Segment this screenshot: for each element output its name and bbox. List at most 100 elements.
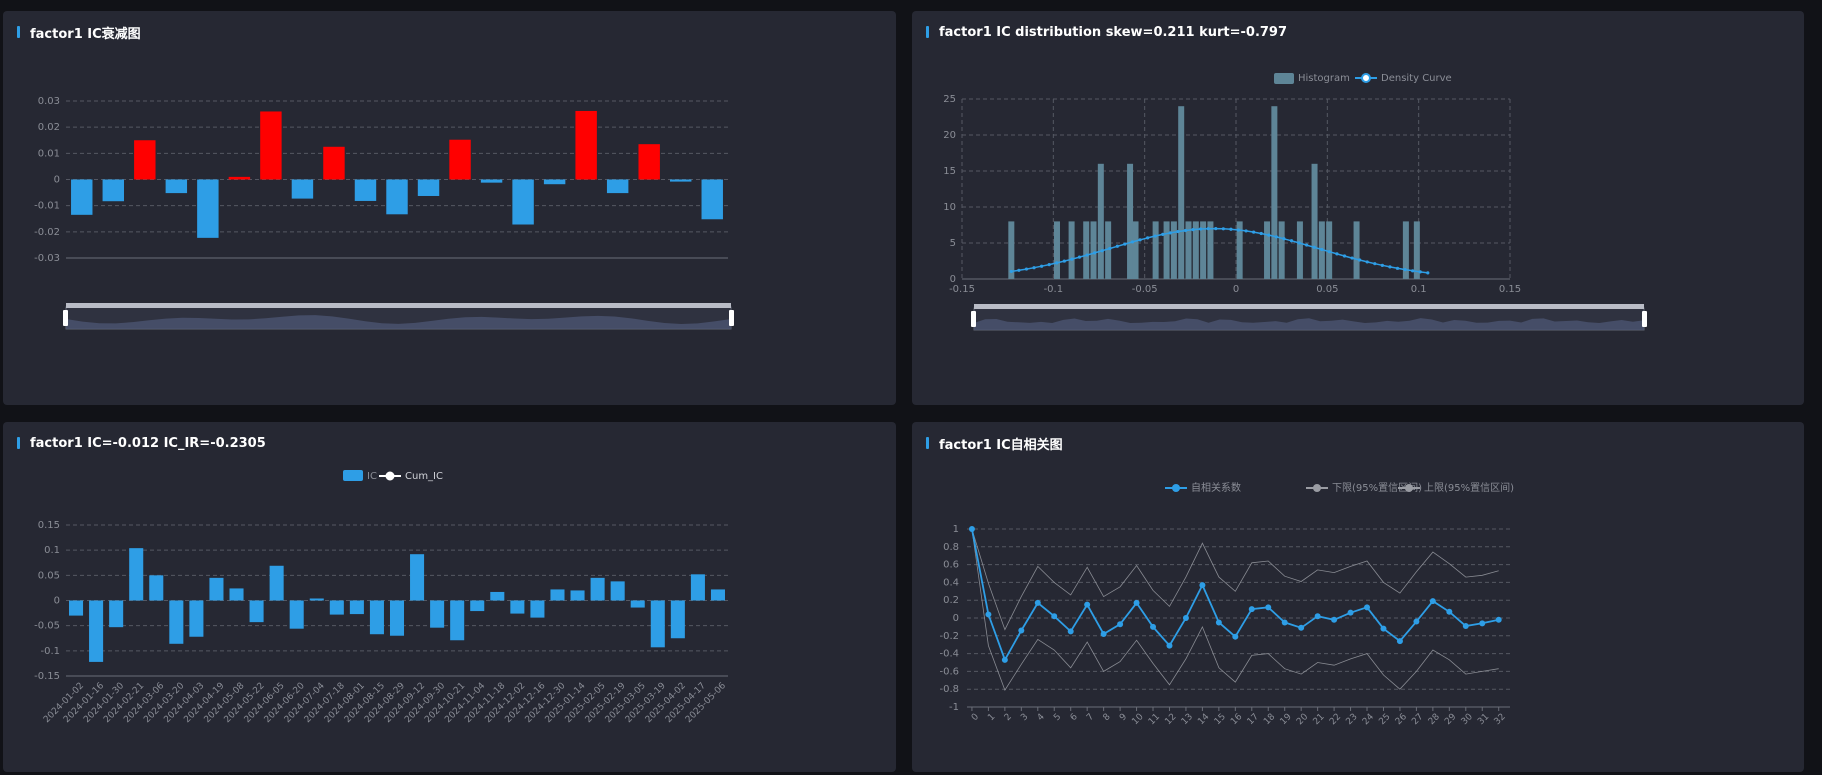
bar[interactable] xyxy=(260,111,282,180)
bar[interactable] xyxy=(289,600,304,629)
bar[interactable] xyxy=(490,591,505,601)
density-curve-point[interactable] xyxy=(1252,230,1256,234)
density-curve-point[interactable] xyxy=(1274,235,1278,239)
histogram-bar[interactable] xyxy=(1178,106,1185,279)
density-curve-point[interactable] xyxy=(1411,269,1415,273)
density-curve-point[interactable] xyxy=(1032,266,1036,270)
bar[interactable] xyxy=(197,179,219,238)
bar[interactable] xyxy=(430,600,445,628)
series-point[interactable] xyxy=(1347,609,1354,616)
density-curve-point[interactable] xyxy=(1199,227,1203,231)
histogram-bar[interactable] xyxy=(1200,221,1207,279)
density-curve-point[interactable] xyxy=(1115,244,1119,248)
bar[interactable] xyxy=(575,110,597,180)
histogram-bar[interactable] xyxy=(1413,221,1420,279)
bar[interactable] xyxy=(480,179,503,183)
bar[interactable] xyxy=(510,600,525,614)
density-curve-point[interactable] xyxy=(1426,271,1430,275)
zoom-slider-bar[interactable] xyxy=(66,303,731,308)
bar[interactable] xyxy=(129,548,144,601)
density-curve-point[interactable] xyxy=(1350,256,1354,260)
series-point[interactable] xyxy=(1380,625,1387,632)
density-curve-point[interactable] xyxy=(1214,227,1218,231)
series-point[interactable] xyxy=(1133,599,1140,606)
bar[interactable] xyxy=(354,179,377,201)
series-point[interactable] xyxy=(1248,606,1255,613)
bar[interactable] xyxy=(165,179,188,194)
histogram-bar[interactable] xyxy=(1353,221,1360,279)
density-curve-point[interactable] xyxy=(1108,246,1112,251)
histogram-bar[interactable] xyxy=(1105,221,1112,279)
density-curve-point[interactable] xyxy=(1062,259,1066,263)
bar[interactable] xyxy=(417,179,440,196)
series-point[interactable] xyxy=(1084,601,1091,608)
series-point[interactable] xyxy=(985,611,992,618)
density-curve-point[interactable] xyxy=(1161,232,1165,236)
density-curve-point[interactable] xyxy=(1047,263,1051,267)
bar[interactable] xyxy=(530,600,545,618)
histogram-bar[interactable] xyxy=(1068,221,1075,279)
bar[interactable] xyxy=(449,139,471,180)
density-curve-point[interactable] xyxy=(1123,242,1127,246)
density-curve-point[interactable] xyxy=(1335,252,1339,256)
density-curve-point[interactable] xyxy=(1267,233,1271,237)
legend-density-marker[interactable] xyxy=(1361,73,1371,83)
bar[interactable] xyxy=(710,589,725,601)
density-curve-point[interactable] xyxy=(1040,264,1044,268)
bar[interactable] xyxy=(606,179,629,194)
density-curve-point[interactable] xyxy=(1365,260,1369,264)
density-curve-point[interactable] xyxy=(1259,231,1263,236)
series-point[interactable] xyxy=(1298,624,1305,631)
bar[interactable] xyxy=(550,589,565,601)
bar[interactable] xyxy=(349,600,364,615)
bar[interactable] xyxy=(134,140,156,180)
density-curve-point[interactable] xyxy=(1055,261,1059,265)
density-curve-point[interactable] xyxy=(1146,236,1150,240)
zoom-handle-right[interactable] xyxy=(1642,311,1647,327)
histogram-bar[interactable] xyxy=(1053,221,1060,279)
bar[interactable] xyxy=(69,600,84,616)
density-curve-point[interactable] xyxy=(1100,249,1104,253)
zoom-handle-left[interactable] xyxy=(971,311,976,327)
bar[interactable] xyxy=(249,600,264,623)
bar[interactable] xyxy=(610,581,625,601)
histogram-bar[interactable] xyxy=(1185,221,1192,279)
density-curve-point[interactable] xyxy=(1305,243,1309,247)
histogram-bar[interactable] xyxy=(1170,221,1177,279)
density-curve-point[interactable] xyxy=(1130,240,1135,244)
series-point[interactable] xyxy=(1150,623,1157,630)
density-curve-point[interactable] xyxy=(1221,227,1225,231)
histogram-bar[interactable] xyxy=(1264,221,1271,279)
density-curve-point[interactable] xyxy=(1229,227,1233,231)
bar[interactable] xyxy=(309,598,324,601)
series-point[interactable] xyxy=(1166,642,1173,649)
histogram-bar[interactable] xyxy=(1192,221,1199,279)
bar[interactable] xyxy=(329,600,344,615)
bar[interactable] xyxy=(470,600,485,612)
bar[interactable] xyxy=(169,600,184,644)
histogram-bar[interactable] xyxy=(1311,163,1318,279)
histogram-bar[interactable] xyxy=(1152,221,1159,279)
bar[interactable] xyxy=(570,590,585,601)
series-point[interactable] xyxy=(1018,627,1025,634)
density-curve-point[interactable] xyxy=(1289,239,1294,243)
density-curve-point[interactable] xyxy=(1282,237,1286,241)
bar[interactable] xyxy=(149,575,164,601)
histogram-bar[interactable] xyxy=(1097,163,1104,279)
density-curve-point[interactable] xyxy=(1183,228,1188,233)
bar[interactable] xyxy=(323,146,345,180)
histogram-bar[interactable] xyxy=(1127,163,1134,279)
histogram-bar[interactable] xyxy=(1163,221,1170,279)
zoom-handle-right[interactable] xyxy=(729,310,734,326)
density-curve-point[interactable] xyxy=(1403,268,1407,272)
series-point[interactable] xyxy=(1314,613,1321,620)
series-point[interactable] xyxy=(1215,619,1222,626)
series-point[interactable] xyxy=(1100,631,1107,638)
histogram-bar[interactable] xyxy=(1236,221,1243,279)
bar[interactable] xyxy=(102,179,125,202)
density-curve-point[interactable] xyxy=(1312,245,1316,249)
series-point[interactable] xyxy=(1117,621,1124,628)
legend-marker[interactable] xyxy=(1405,484,1413,492)
legend-marker[interactable] xyxy=(1172,484,1180,492)
histogram-bar[interactable] xyxy=(1132,221,1139,279)
